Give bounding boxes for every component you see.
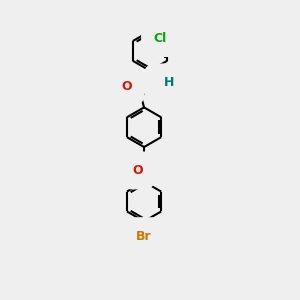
Text: Cl: Cl bbox=[154, 32, 167, 44]
Text: O: O bbox=[132, 164, 143, 177]
Text: N: N bbox=[156, 76, 166, 89]
Text: Br: Br bbox=[136, 230, 152, 243]
Text: O: O bbox=[121, 80, 132, 94]
Text: H: H bbox=[164, 76, 174, 89]
